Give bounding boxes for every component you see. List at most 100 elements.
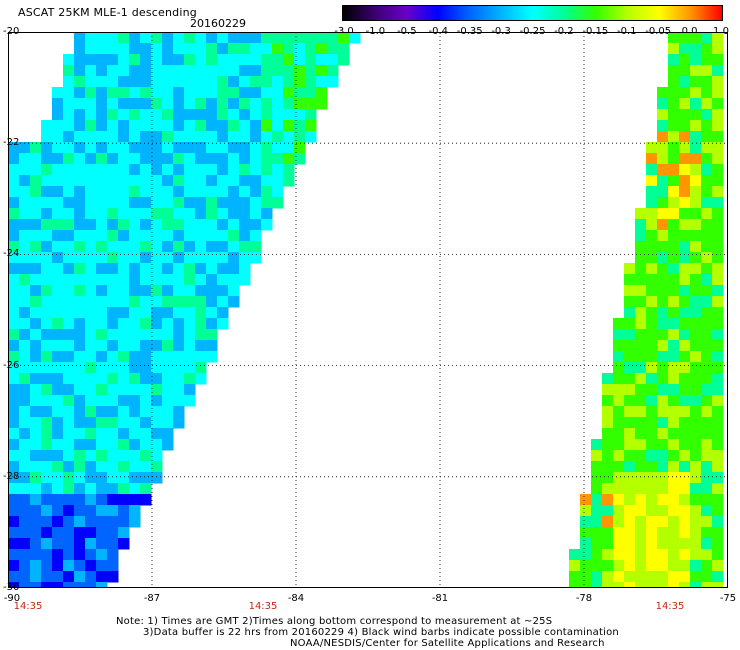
swath-cell (635, 373, 647, 385)
swath-cell (239, 98, 251, 110)
swath-cell (19, 318, 31, 330)
swath-cell (239, 153, 251, 165)
swath-cell (30, 549, 42, 561)
swath-cell (646, 428, 658, 440)
swath-cell (129, 164, 141, 176)
swath-cell (107, 43, 119, 55)
swath-cell (690, 142, 702, 154)
swath-cell (217, 65, 229, 77)
swath-cell (712, 54, 724, 66)
swath-cell (250, 65, 262, 77)
swath-cell (624, 472, 636, 484)
swath-cell (712, 549, 724, 561)
swath-cell (8, 373, 20, 385)
swath-cell (250, 164, 262, 176)
swath-cell (74, 54, 86, 66)
swath-cell (85, 131, 97, 143)
swath-cell (74, 549, 86, 561)
swath-cell (30, 340, 42, 352)
swath-cell (30, 153, 42, 165)
swath-cell (239, 43, 251, 55)
note-line-3: NOAA/NESDIS/Center for Satellite Applica… (290, 638, 605, 649)
swath-cell (8, 153, 20, 165)
swath-cell (19, 329, 31, 341)
swath-cell (206, 197, 218, 209)
swath-cell (129, 351, 141, 363)
swath-cell (657, 318, 669, 330)
swath-cell (624, 428, 636, 440)
swath-cell (129, 318, 141, 330)
swath-cell (195, 186, 207, 198)
swath-cell (74, 351, 86, 363)
swath-cell (85, 208, 97, 220)
swath-cell (140, 417, 152, 429)
swath-cell (294, 54, 306, 66)
swath-cell (668, 175, 680, 187)
swath-cell (63, 571, 75, 583)
swath-cell (195, 351, 207, 363)
swath-cell (250, 208, 262, 220)
swath-cell (305, 131, 317, 143)
swath-cell (712, 472, 724, 484)
swath-cell (96, 219, 108, 231)
swath-cell (602, 549, 614, 561)
swath-cell (30, 285, 42, 297)
swath-cell (162, 208, 174, 220)
swath-cell (239, 120, 251, 132)
swath-cell (668, 483, 680, 495)
swath-cell (228, 274, 240, 286)
swath-cell (85, 571, 97, 583)
swath-cell (712, 428, 724, 440)
swath-cell (162, 285, 174, 297)
swath-cell (19, 241, 31, 253)
swath-cell (635, 219, 647, 231)
swath-cell (657, 571, 669, 583)
swath-cell (30, 241, 42, 253)
swath-cell (272, 175, 284, 187)
swath-cell (151, 131, 163, 143)
swath-cell (635, 483, 647, 495)
swath-cell (19, 549, 31, 561)
swath-cell (129, 362, 141, 374)
swath-cell (74, 98, 86, 110)
swath-cell (107, 120, 119, 132)
swath-cell (217, 87, 229, 99)
swath-cell (74, 120, 86, 132)
swath-cell (52, 417, 64, 429)
swath-cell (41, 197, 53, 209)
swath-cell (52, 384, 64, 396)
swath-cell (690, 263, 702, 275)
swath-cell (63, 307, 75, 319)
swath-cell (613, 318, 625, 330)
swath-cell (602, 395, 614, 407)
lon-label: -87 (143, 593, 161, 604)
swath-cell (613, 373, 625, 385)
swath-cell (217, 54, 229, 66)
swath-cell (107, 439, 119, 451)
swath-cell (74, 263, 86, 275)
swath-cell (173, 384, 185, 396)
swath-cell (19, 505, 31, 517)
swath-cell (294, 32, 306, 44)
swath-cell (8, 384, 20, 396)
swath-cell (107, 65, 119, 77)
swath-cell (107, 340, 119, 352)
swath-cell (228, 230, 240, 242)
swath-cell (657, 538, 669, 550)
swath-cell (646, 406, 658, 418)
swath-cell (206, 274, 218, 286)
swath-cell (173, 230, 185, 242)
swath-cell (162, 131, 174, 143)
swath-cell (140, 76, 152, 88)
swath-cell (41, 164, 53, 176)
swath-cell (701, 274, 713, 286)
swath-cell (195, 230, 207, 242)
swath-cell (107, 219, 119, 231)
swath-cell (140, 351, 152, 363)
swath-cell (96, 197, 108, 209)
swath-cell (85, 296, 97, 308)
swath-cell (701, 285, 713, 297)
swath-cell (96, 483, 108, 495)
swath-cell (635, 516, 647, 528)
swath-cell (701, 252, 713, 264)
